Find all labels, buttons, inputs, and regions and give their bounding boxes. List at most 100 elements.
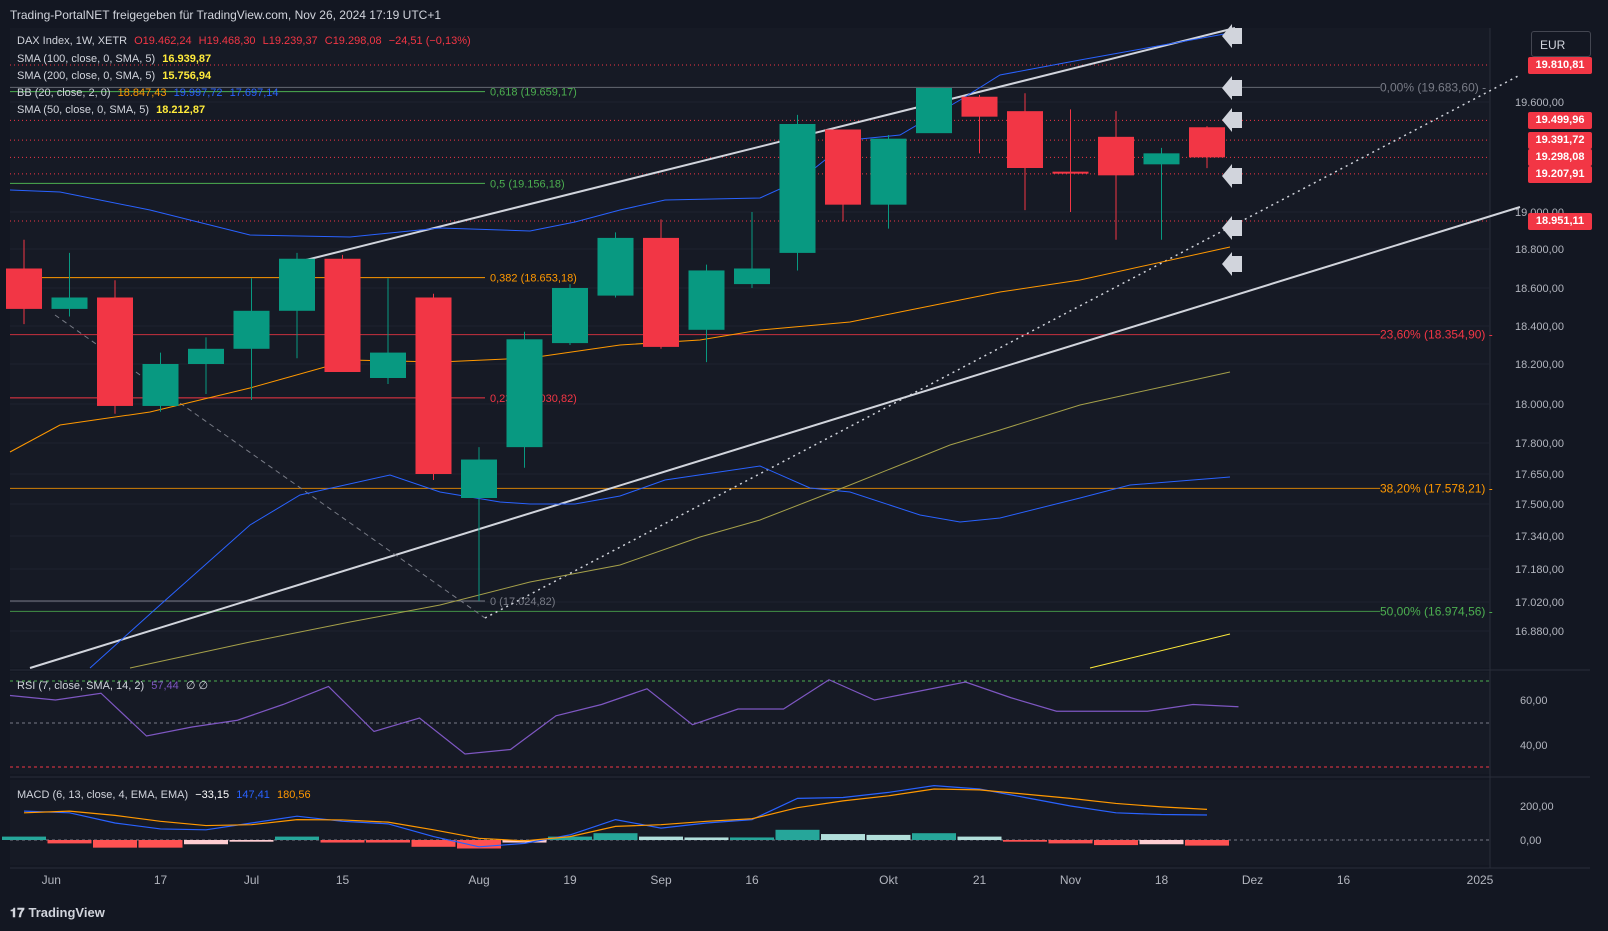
time-tick-label: Okt: [879, 873, 898, 887]
legend-bb-lower: 17.697,14: [229, 87, 279, 99]
candle-body: [779, 124, 816, 253]
brand-name: TradingView: [28, 905, 105, 920]
candle-body: [734, 268, 770, 285]
macd-histogram-bar: [730, 837, 774, 840]
currency-selector[interactable]: EUR: [1531, 31, 1591, 57]
time-tick-label: Aug: [468, 873, 489, 887]
arrow-left-icon: [1222, 24, 1242, 48]
rsi-legend[interactable]: RSI (7, close, SMA, 14, 2) 57,44 ∅ ∅: [17, 679, 212, 692]
macd-histogram-bar: [1048, 840, 1093, 844]
price-tick-label: 17.180,00: [1515, 564, 1564, 576]
candle-body: [1007, 111, 1043, 168]
rsi-legend-label: RSI (7, close, SMA, 14, 2): [17, 680, 145, 692]
candle-body: [1052, 171, 1089, 174]
macd-histogram-bar: [1139, 840, 1184, 845]
price-tick-label: 19.600,00: [1515, 97, 1564, 109]
legend-bb-row[interactable]: BB (20, close, 2, 0) 18.847,43 19.997,72…: [17, 87, 283, 99]
price-label: 18.951,11: [1528, 213, 1592, 231]
channel-upper-line: [297, 27, 1236, 263]
arrow-left-icon: [1222, 108, 1242, 132]
candle-body: [1143, 153, 1180, 165]
arrow-left-icon: [1222, 252, 1242, 276]
brand-footer: 𝟏𝟕 TradingView: [10, 905, 105, 921]
macd-histogram-bar: [320, 840, 365, 843]
macd-legend[interactable]: MACD (6, 13, close, 4, EMA, EMA) −33,15 …: [17, 789, 315, 801]
legend-sma200-row[interactable]: SMA (200, close, 0, SMA, 5) 15.756,94: [17, 70, 215, 82]
candle-body: [961, 96, 998, 117]
legend-sma50-label: SMA (50, close, 0, SMA, 5): [17, 104, 150, 116]
candle-body: [188, 348, 224, 364]
candlesticks: [6, 87, 1225, 601]
legend-sma200-value: 15.756,94: [162, 70, 212, 82]
bb-lower-line: [89, 465, 1231, 669]
price-tick-label: 17.800,00: [1515, 438, 1564, 450]
time-tick-label: Jul: [244, 873, 259, 887]
legend-symbol-row: DAX Index, 1W, XETR O19.462,24 H19.468,3…: [17, 35, 475, 47]
price-tick-label: 17.650,00: [1515, 469, 1564, 481]
macd-histogram-bar: [775, 829, 820, 840]
price-grid: [10, 101, 1490, 632]
legend-open: O19.462,24: [134, 35, 192, 47]
macd-tick-label: 200,00: [1520, 801, 1554, 813]
time-axis: Jun 17 Jul 15 Aug 19 Sep 16 Okt 21 Nov 18 Dez 16 2025: [42, 873, 1494, 887]
candle-body: [552, 288, 588, 344]
macd-histogram-bar: [548, 836, 592, 840]
legend-sma100-row[interactable]: SMA (100, close, 0, SMA, 5) 16.939,87: [17, 53, 215, 65]
price-label: 19.499,96: [1528, 112, 1592, 130]
source-header: Trading-PortalNET freigegeben für Tradin…: [10, 8, 442, 22]
rsi-legend-extra: ∅ ∅: [185, 680, 209, 692]
candle-body: [51, 297, 88, 309]
time-tick-label: Dez: [1242, 873, 1263, 887]
fib-extension-label: 50,00% (16.974,56) -: [1380, 604, 1493, 618]
time-tick-label: 17: [154, 873, 168, 887]
candle-body: [142, 364, 179, 406]
fibonacci-levels: 0,618 (19.659,17) 0,5 (19.156,18) 0,382 (1…: [10, 64, 1493, 618]
legend-sma50-row[interactable]: SMA (50, close, 0, SMA, 5) 18.212,87: [17, 104, 209, 116]
time-tick-label: Nov: [1060, 873, 1081, 887]
price-label: 19.207,91: [1528, 165, 1592, 183]
price-tick-label: 17.340,00: [1515, 531, 1564, 543]
macd-signal-line: [23, 788, 1208, 842]
arrow-left-icon: [1222, 164, 1242, 188]
macd-legend-label: MACD (6, 13, close, 4, EMA, EMA): [17, 789, 189, 801]
price-tick-label: 16.880,00: [1515, 626, 1564, 638]
fib-extension-label: 38,20% (17.578,21) -: [1380, 481, 1493, 495]
time-tick-label: 2025: [1467, 873, 1494, 887]
sma50-line: [129, 371, 1231, 669]
macd-histogram-bar: [684, 837, 729, 840]
macd-pane: 200,00 0,00: [2, 784, 1554, 849]
time-tick-label: Jun: [42, 873, 61, 887]
macd-histogram-bar: [2, 836, 46, 840]
rsi-tick-label: 60,00: [1520, 695, 1548, 707]
candle-body: [370, 352, 406, 378]
legend-sma100-label: SMA (100, close, 0, SMA, 5): [17, 53, 156, 65]
macd-histogram-bar: [821, 834, 865, 840]
legend-sma50-value: 18.212,87: [156, 104, 206, 116]
candle-body: [916, 87, 952, 134]
bb-upper-line: [9, 32, 1231, 238]
candle-body: [461, 459, 497, 498]
candle-body: [415, 297, 452, 474]
fib-extension-label: 0,00% (19.683,60) -: [1380, 80, 1486, 94]
macd-histogram-bar: [138, 840, 183, 848]
candle-body: [1189, 127, 1225, 158]
rsi-legend-value: 57,44: [151, 680, 179, 692]
macd-line: [23, 784, 1208, 848]
macd-histogram-bar: [229, 840, 274, 842]
macd-histogram-bar: [957, 836, 1002, 840]
rsi-tick-label: 40,00: [1520, 740, 1548, 752]
candle-body: [1098, 136, 1134, 176]
macd-histogram-bar: [593, 833, 638, 840]
candle-body: [825, 129, 861, 205]
macd-tick-label: 0,00: [1520, 835, 1541, 847]
price-tick-label: 17.500,00: [1515, 499, 1564, 511]
macd-histogram-bar: [457, 840, 501, 849]
time-tick-label: 16: [745, 873, 759, 887]
macd-histogram-bar: [912, 833, 956, 840]
macd-histogram-bar: [1185, 840, 1229, 846]
macd-legend-hist: −33,15: [195, 789, 230, 801]
arrow-left-icon: [1222, 216, 1242, 240]
fib-extension-label: 23,60% (18.354,90) -: [1380, 328, 1493, 342]
dashed-retracement-line: [54, 314, 486, 619]
